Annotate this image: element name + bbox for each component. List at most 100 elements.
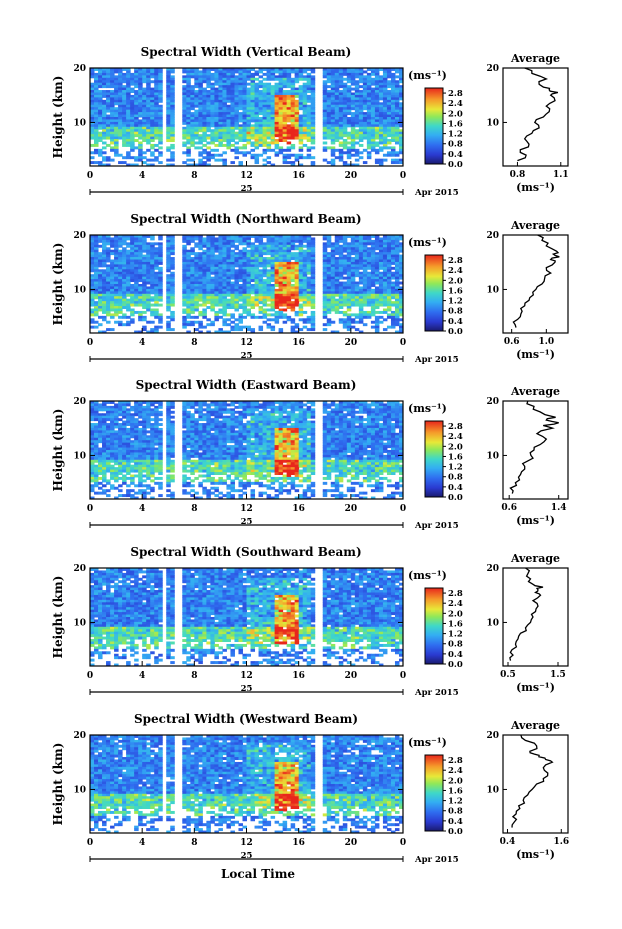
colorbar-tick: 2.4 xyxy=(448,266,463,276)
colorbar-tick: 0.8 xyxy=(448,807,463,817)
heatmap-x-tick: 16 xyxy=(292,504,305,514)
heatmap-x-tick: 16 xyxy=(292,671,305,681)
colorbar-tick: 0.8 xyxy=(448,473,463,483)
heatmap-x-tick: 0 xyxy=(87,171,93,181)
heatmap-x-tick: 0 xyxy=(400,171,406,181)
average-y-tick: 20 xyxy=(486,731,499,741)
average-frame xyxy=(502,67,569,167)
average-x-tick: 1.5 xyxy=(550,670,566,680)
heatmap-title: Spectral Width (Northward Beam) xyxy=(130,212,361,226)
heatmap-title: Spectral Width (Eastward Beam) xyxy=(136,378,357,392)
heatmap-x-tick: 0 xyxy=(87,504,93,514)
average-profile-line xyxy=(517,67,559,162)
heatmap-x-tick: 8 xyxy=(191,838,197,848)
x-axis-label: Local Time xyxy=(221,867,295,881)
average-x-tick: 0.6 xyxy=(501,503,517,513)
heatmap-y-label: Height (km) xyxy=(51,409,65,492)
heatmap-x-tick: 4 xyxy=(139,171,145,181)
colorbar-tick: 0.8 xyxy=(448,307,463,317)
heatmap-y-label: Height (km) xyxy=(51,576,65,659)
panel-1: Spectral Width (Vertical Beam) 10 20 Height… xyxy=(51,45,569,198)
colorbar-tick: 0.4 xyxy=(448,483,463,493)
heatmap-x-tick: 16 xyxy=(292,838,305,848)
colorbar xyxy=(424,254,444,332)
colorbar-tick: 0.4 xyxy=(448,650,463,660)
heatmap-cells xyxy=(90,735,404,834)
heatmap-x-tick: 8 xyxy=(191,171,197,181)
heatmap-y-tick: 10 xyxy=(73,451,86,461)
heatmap-title: Spectral Width (Vertical Beam) xyxy=(141,45,352,59)
average-x-tick: 0.4 xyxy=(500,837,516,847)
average-title: Average xyxy=(510,219,560,232)
colorbar-unit: (ms⁻¹) xyxy=(408,569,447,582)
colorbar-tick: 2.4 xyxy=(448,766,463,776)
heatmap-x-tick: 8 xyxy=(191,338,197,348)
average-frame xyxy=(502,234,569,334)
heatmap-cells xyxy=(90,68,404,167)
heatmap-y-tick: 20 xyxy=(73,64,86,74)
colorbar xyxy=(424,754,444,832)
average-frame xyxy=(502,567,569,667)
heatmap-y-tick: 20 xyxy=(73,231,86,241)
heatmap-x-tick: 20 xyxy=(345,838,358,848)
colorbar-unit: (ms⁻¹) xyxy=(408,736,447,749)
colorbar-tick: 1.6 xyxy=(448,619,463,629)
heatmap-x-tick: 8 xyxy=(191,671,197,681)
heatmap-x-tick: 20 xyxy=(345,504,358,514)
heatmap-x-tick: 0 xyxy=(400,671,406,681)
heatmap-y-tick: 10 xyxy=(73,285,86,295)
average-y-tick: 10 xyxy=(486,118,499,128)
day-label: 25 xyxy=(241,851,253,861)
date-label: Apr 2015 xyxy=(414,855,459,865)
heatmap-y-label: Height (km) xyxy=(51,243,65,326)
colorbar-tick: 0.4 xyxy=(448,317,463,327)
colorbar-tick: 0.0 xyxy=(448,327,463,337)
colorbar-tick: 0.0 xyxy=(448,827,463,837)
colorbar-tick: 2.0 xyxy=(448,109,463,119)
average-y-tick: 10 xyxy=(486,785,499,795)
average-x-tick: 1.1 xyxy=(553,170,569,180)
heatmap-x-tick: 8 xyxy=(191,504,197,514)
colorbar-tick: 2.8 xyxy=(448,589,463,599)
colorbar-tick: 0.0 xyxy=(448,160,463,170)
date-label: Apr 2015 xyxy=(414,188,459,198)
heatmap-x-tick: 4 xyxy=(139,338,145,348)
colorbar-tick: 1.6 xyxy=(448,786,463,796)
day-label: 25 xyxy=(241,184,253,194)
panel-5: Spectral Width (Westward Beam) 10 20 Height… xyxy=(51,712,569,865)
average-x-tick: 0.8 xyxy=(510,170,526,180)
average-x-label: (ms⁻¹) xyxy=(516,848,555,861)
colorbar-tick: 2.8 xyxy=(448,422,463,432)
heatmap-cells xyxy=(90,568,404,667)
colorbar-tick: 2.8 xyxy=(448,756,463,766)
heatmap-x-tick: 20 xyxy=(345,338,358,348)
average-y-tick: 10 xyxy=(486,285,499,295)
average-y-tick: 20 xyxy=(486,564,499,574)
heatmap-title: Spectral Width (Southward Beam) xyxy=(130,545,361,559)
date-label: Apr 2015 xyxy=(414,521,459,531)
colorbar-tick: 0.0 xyxy=(448,660,463,670)
heatmap-x-tick: 12 xyxy=(240,338,253,348)
colorbar-tick: 2.0 xyxy=(448,276,463,286)
colorbar-tick: 2.8 xyxy=(448,89,463,99)
heatmap-x-tick: 20 xyxy=(345,671,358,681)
average-profile-line xyxy=(511,734,554,828)
average-x-tick: 0.5 xyxy=(500,670,516,680)
average-frame xyxy=(502,400,569,500)
heatmap-x-tick: 0 xyxy=(400,338,406,348)
colorbar-unit: (ms⁻¹) xyxy=(408,69,447,82)
average-x-label: (ms⁻¹) xyxy=(516,348,555,361)
average-x-tick: 1.4 xyxy=(551,503,567,513)
heatmap-x-tick: 12 xyxy=(240,171,253,181)
day-label: 25 xyxy=(241,684,253,694)
colorbar-tick: 2.4 xyxy=(448,432,463,442)
colorbar-tick: 2.0 xyxy=(448,776,463,786)
heatmap-y-tick: 10 xyxy=(73,785,86,795)
average-title: Average xyxy=(510,385,560,398)
colorbar-unit: (ms⁻¹) xyxy=(408,236,447,249)
day-label: 25 xyxy=(241,351,253,361)
heatmap-x-tick: 4 xyxy=(139,671,145,681)
heatmap-y-tick: 20 xyxy=(73,397,86,407)
average-profile-line xyxy=(512,234,560,328)
